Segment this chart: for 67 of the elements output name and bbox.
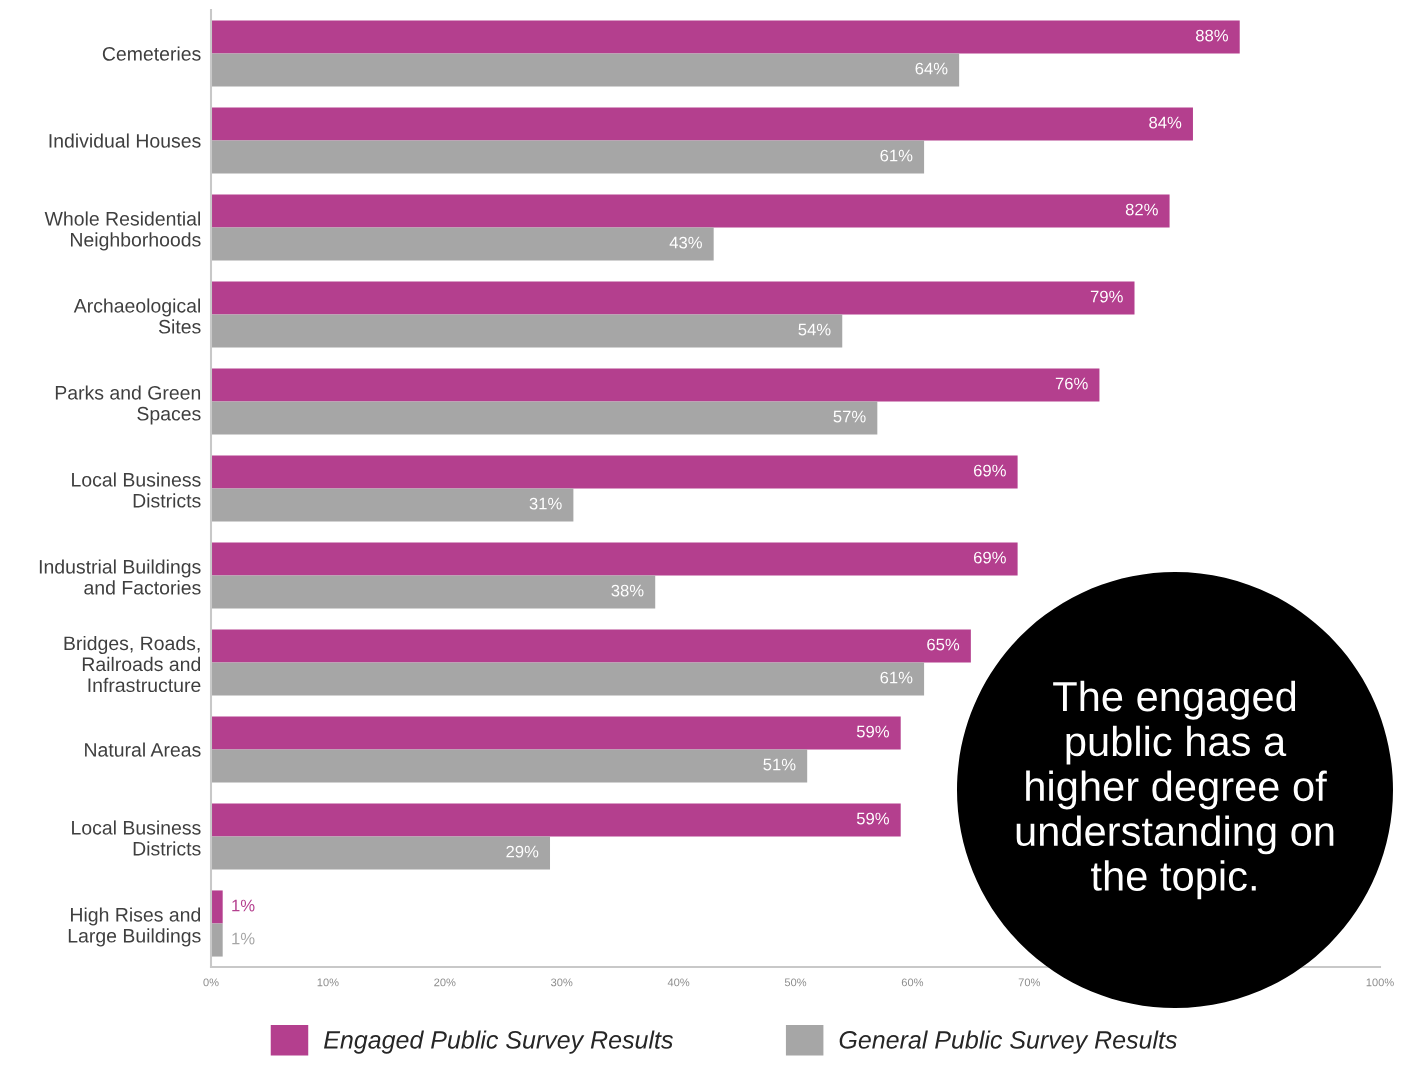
bar: [211, 107, 1193, 141]
y-tick-label: High Rises and Large Buildings: [68, 907, 201, 947]
data-label: 82%: [1125, 203, 1158, 216]
x-tick-label: 70%: [1018, 978, 1041, 987]
data-label: 51%: [763, 758, 796, 771]
data-label: 29%: [506, 845, 539, 858]
data-label: 59%: [856, 725, 890, 738]
data-label: 88%: [1195, 29, 1229, 42]
x-tick-label: 10%: [317, 978, 339, 987]
data-label: 76%: [1055, 377, 1088, 390]
y-tick-label: Natural Areas: [85, 742, 201, 757]
data-label: 31%: [529, 497, 562, 510]
bar: [211, 662, 925, 696]
data-label: 79%: [1090, 290, 1123, 303]
x-tick-label: 30%: [551, 978, 573, 987]
data-label: 61%: [880, 149, 913, 162]
bar: [211, 281, 1135, 315]
y-tick-label: Bridges, Roads, Railroads and Infrastructure: [64, 635, 201, 693]
bar: [211, 890, 223, 924]
y-tick-label: Archaeological Sites: [73, 298, 201, 334]
data-label: 69%: [973, 464, 1006, 477]
bar: [211, 629, 971, 663]
annotation: The engaged public has a higher degree of understanding on the topic.: [1016, 680, 1334, 900]
bar: [211, 923, 223, 957]
data-label: 43%: [669, 236, 702, 249]
data-label: 38%: [611, 584, 644, 597]
bar: [211, 716, 901, 750]
data-label: 54%: [798, 323, 831, 336]
bar: [211, 749, 808, 783]
x-tick-label: 100%: [1366, 978, 1394, 987]
bar: [211, 575, 656, 609]
x-tick-label: 20%: [434, 978, 456, 987]
bar: [211, 140, 925, 174]
bar: [211, 803, 901, 837]
data-label: 61%: [880, 671, 913, 684]
data-label: 69%: [973, 551, 1006, 564]
bar: [211, 488, 574, 522]
data-label: 1%: [232, 899, 255, 912]
x-tick-label: 40%: [667, 978, 690, 987]
data-label: 1%: [232, 932, 255, 945]
y-tick-label: Local Business Districts: [72, 820, 201, 856]
bar: [211, 53, 960, 87]
bar: [211, 836, 551, 870]
bar: [211, 368, 1100, 402]
y-tick-label: Parks and Green Spaces: [55, 385, 201, 425]
data-label: 64%: [915, 62, 948, 75]
data-label: 65%: [927, 638, 960, 651]
y-tick-label: Local Business Districts: [72, 472, 201, 508]
x-tick-label: 50%: [784, 978, 807, 987]
bar: [211, 194, 1170, 228]
data-label: 57%: [833, 410, 866, 423]
bar: [211, 20, 1240, 54]
legend-label: General Public Survey Results: [839, 1030, 1177, 1054]
bar: [211, 401, 878, 435]
y-tick-label: Cemeteries: [102, 46, 201, 61]
x-tick-label: 0%: [203, 978, 219, 987]
bar: [211, 455, 1018, 489]
bar: [211, 227, 714, 261]
data-label: 59%: [856, 812, 890, 825]
y-tick-label: Whole Residential Neighborhoods: [44, 211, 201, 251]
bar: [211, 542, 1018, 576]
legend-label: Engaged Public Survey Results: [324, 1030, 673, 1054]
bar: [211, 314, 843, 348]
x-tick-label: 60%: [901, 978, 924, 987]
y-tick-label: Individual Houses: [49, 133, 201, 148]
data-label: 84%: [1149, 116, 1182, 129]
y-tick-label: Industrial Buildings and Factories: [39, 559, 201, 595]
